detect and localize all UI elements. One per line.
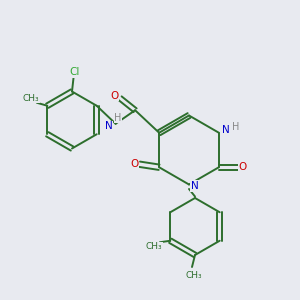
Text: H: H bbox=[114, 113, 122, 123]
Text: H: H bbox=[232, 122, 239, 132]
Text: CH₃: CH₃ bbox=[22, 94, 39, 103]
Text: O: O bbox=[130, 159, 139, 169]
Text: CH₃: CH₃ bbox=[185, 271, 202, 280]
Text: O: O bbox=[239, 162, 247, 172]
Text: N: N bbox=[105, 121, 113, 131]
Text: N: N bbox=[190, 181, 198, 191]
Text: CH₃: CH₃ bbox=[146, 242, 162, 251]
Text: O: O bbox=[111, 91, 119, 101]
Text: Cl: Cl bbox=[70, 67, 80, 77]
Text: N: N bbox=[222, 125, 230, 135]
